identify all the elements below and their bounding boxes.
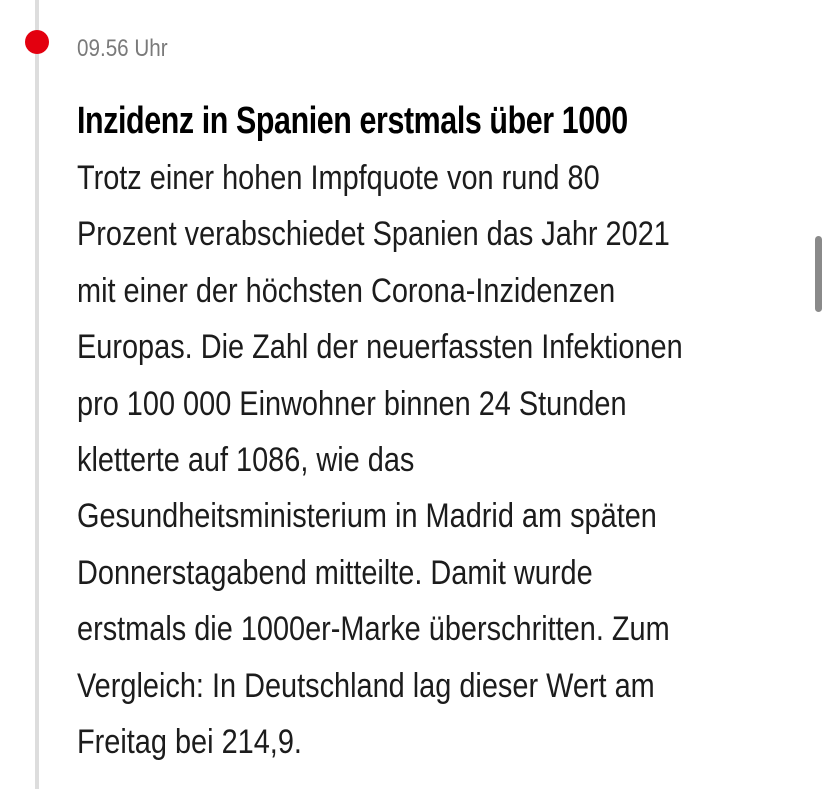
entry-headline: Inzidenz in Spanien erstmals über 1000 bbox=[77, 100, 628, 142]
body-text-line: pro 100 000 Einwohner binnen 24 Stunden bbox=[77, 384, 627, 423]
body-text-line: kletterte auf 1086, wie das bbox=[77, 440, 415, 479]
body-text-line: Prozent verabschiedet Spanien das Jahr 2… bbox=[77, 215, 670, 254]
body-text-line: mit einer der höchsten Corona-Inzidenzen bbox=[77, 271, 616, 310]
body-text-line: Donnerstagabend mitteilte. Damit wurde bbox=[77, 553, 593, 592]
body-text-line: Europas. Die Zahl der neuerfassten Infek… bbox=[77, 328, 683, 367]
timeline-line bbox=[35, 0, 39, 789]
timeline-dot bbox=[25, 30, 49, 54]
body-text-line: erstmals die 1000er-Marke überschritten.… bbox=[77, 610, 670, 649]
entry-timestamp: 09.56 Uhr bbox=[77, 35, 168, 62]
body-text-line: Vergleich: In Deutschland lag dieser Wer… bbox=[77, 666, 655, 705]
scrollbar-thumb[interactable] bbox=[815, 236, 822, 312]
body-text-line: Trotz einer hohen Impfquote von rund 80 bbox=[77, 159, 600, 197]
body-text-line: Freitag bei 214,9. bbox=[77, 722, 302, 761]
body-text-line: Gesundheitsministerium in Madrid am spät… bbox=[77, 497, 657, 536]
entry-body: Trotz einer hohen Impfquote von rund 80 … bbox=[77, 150, 790, 770]
